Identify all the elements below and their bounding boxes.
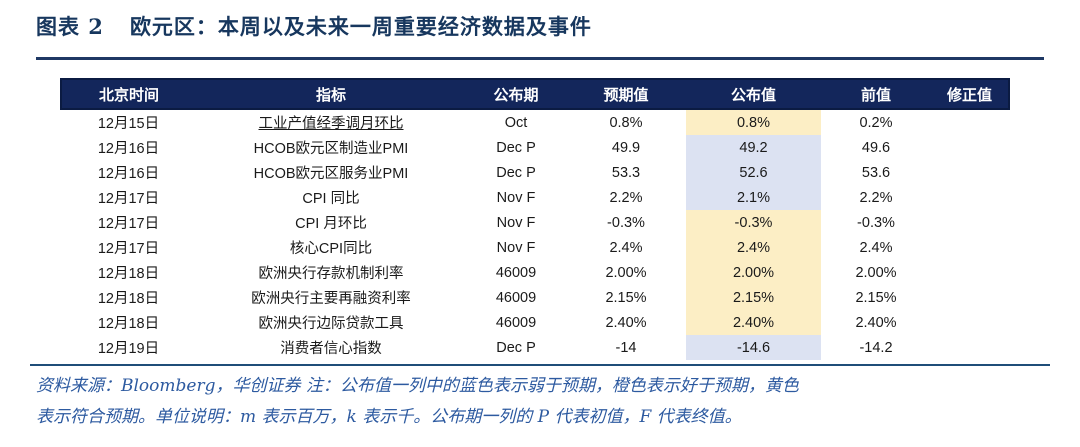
cell-revised (931, 210, 1009, 235)
table-row: 12月16日 HCOB欧元区服务业PMI Dec P 53.3 52.6 53.… (61, 160, 1009, 185)
economic-data-table: 北京时间 指标 公布期 预期值 公布值 前值 修正值 12月15日 工业产值经季… (60, 78, 1010, 360)
col-header-release-period: 公布期 (466, 78, 566, 110)
cell-revised (931, 235, 1009, 260)
title-divider (36, 57, 1044, 60)
cell-date: 12月19日 (97, 341, 160, 357)
cell-date: 12月17日 (97, 241, 160, 257)
cell-date: 12月16日 (97, 141, 160, 157)
cell-expected: 49.9 (611, 139, 641, 156)
cell-expected: 0.8% (609, 114, 643, 131)
cell-previous: 53.6 (861, 164, 891, 181)
figure-title-text: 欧元区：本周以及未来一周重要经济数据及事件 (129, 14, 592, 39)
col-header-expected: 预期值 (566, 78, 686, 110)
table-header-row: 北京时间 指标 公布期 预期值 公布值 前值 修正值 (60, 78, 1010, 110)
cell-actual: 2.40% (686, 310, 821, 335)
cell-period: 46009 (495, 314, 537, 331)
cell-indicator: 消费者信心指数 (280, 341, 382, 357)
cell-revised (931, 335, 1009, 360)
cell-previous: 2.15% (855, 289, 897, 306)
cell-expected: 2.2% (609, 189, 643, 206)
cell-period: Dec P (496, 339, 536, 356)
cell-indicator: HCOB欧元区制造业PMI (253, 141, 409, 157)
cell-date: 12月16日 (97, 166, 160, 182)
cell-actual: -14.6 (686, 335, 821, 360)
cell-actual: 0.8% (686, 109, 821, 135)
cell-period: Nov F (496, 189, 536, 206)
cell-date: 12月18日 (97, 266, 160, 282)
cell-revised (931, 185, 1009, 210)
table-row: 12月17日 CPI 月环比 Nov F -0.3% -0.3% -0.3% (61, 210, 1009, 235)
footnote-line-2: 表示符合预期。单位说明：m 表示百万，k 表示千。公布期一列的 P 代表初值，F… (36, 406, 742, 427)
table-row: 12月15日 工业产值经季调月环比 Oct 0.8% 0.8% 0.2% (61, 109, 1009, 135)
cell-date: 12月18日 (97, 291, 160, 307)
cell-indicator: 核心CPI同比 (289, 241, 373, 257)
cell-revised (931, 160, 1009, 185)
cell-date: 12月18日 (97, 316, 160, 332)
table-row: 12月18日 欧洲央行边际贷款工具 46009 2.40% 2.40% 2.40… (61, 310, 1009, 335)
cell-period: Oct (504, 114, 528, 131)
cell-revised (931, 310, 1009, 335)
cell-revised (931, 285, 1009, 310)
economic-data-table-wrap: 北京时间 指标 公布期 预期值 公布值 前值 修正值 12月15日 工业产值经季… (60, 78, 1010, 360)
cell-indicator: 欧洲央行边际贷款工具 (258, 316, 404, 332)
cell-revised (931, 260, 1009, 285)
col-header-beijing-time: 北京时间 (60, 78, 196, 110)
table-row: 12月16日 HCOB欧元区制造业PMI Dec P 49.9 49.2 49.… (61, 135, 1009, 160)
cell-previous: 2.4% (859, 239, 893, 256)
cell-actual: 2.1% (686, 185, 821, 210)
cell-period: Nov F (496, 239, 536, 256)
cell-previous: 2.40% (855, 314, 897, 331)
cell-expected: 2.40% (605, 314, 647, 331)
cell-indicator: 欧洲央行主要再融资利率 (251, 291, 411, 307)
cell-expected: 2.4% (609, 239, 643, 256)
cell-previous: 0.2% (859, 114, 893, 131)
table-row: 12月18日 欧洲央行主要再融资利率 46009 2.15% 2.15% 2.1… (61, 285, 1009, 310)
cell-indicator: 工业产值经季调月环比 (258, 116, 404, 132)
table-row: 12月19日 消费者信心指数 Dec P -14 -14.6 -14.2 (61, 335, 1009, 360)
cell-indicator: CPI 同比 (302, 191, 360, 207)
cell-period: 46009 (495, 264, 537, 281)
cell-actual: 2.00% (686, 260, 821, 285)
figure-label: 图表 2 (36, 14, 104, 39)
cell-date: 12月15日 (97, 116, 160, 132)
source-footnote: 资料来源：Bloomberg，华创证券 注：公布值一列中的蓝色表示弱于预期，橙色… (36, 371, 1046, 432)
cell-actual: 52.6 (686, 160, 821, 185)
cell-revised (931, 109, 1009, 135)
cell-indicator: HCOB欧元区服务业PMI (253, 166, 409, 182)
cell-date: 12月17日 (97, 191, 160, 207)
table-row: 12月17日 CPI 同比 Nov F 2.2% 2.1% 2.2% (61, 185, 1009, 210)
col-header-previous: 前值 (821, 78, 931, 110)
cell-previous: 2.2% (859, 189, 893, 206)
table-row: 12月17日 核心CPI同比 Nov F 2.4% 2.4% 2.4% (61, 235, 1009, 260)
cell-expected: 2.15% (605, 289, 647, 306)
cell-actual: 49.2 (686, 135, 821, 160)
cell-indicator: 欧洲央行存款机制利率 (258, 266, 404, 282)
cell-date: 12月17日 (97, 216, 160, 232)
col-header-revised: 修正值 (931, 78, 1010, 110)
table-row: 12月18日 欧洲央行存款机制利率 46009 2.00% 2.00% 2.00… (61, 260, 1009, 285)
cell-indicator: CPI 月环比 (295, 216, 367, 232)
footnote-line-1: 资料来源：Bloomberg，华创证券 注：公布值一列中的蓝色表示弱于预期，橙色… (36, 376, 799, 396)
cell-expected: 2.00% (605, 264, 647, 281)
cell-expected: 53.3 (611, 164, 641, 181)
figure-title: 图表 2 欧元区：本周以及未来一周重要经济数据及事件 (36, 11, 592, 41)
cell-expected: -14 (615, 339, 637, 356)
cell-period: 46009 (495, 289, 537, 306)
cell-period: Dec P (496, 139, 536, 156)
cell-actual: 2.4% (686, 235, 821, 260)
cell-actual: 2.15% (686, 285, 821, 310)
cell-expected: -0.3% (607, 214, 645, 231)
footnote-divider (30, 364, 1050, 366)
col-header-indicator: 指标 (196, 78, 466, 110)
cell-previous: -0.3% (857, 214, 895, 231)
cell-previous: -14.2 (859, 339, 893, 356)
cell-revised (931, 135, 1009, 160)
col-header-actual: 公布值 (686, 78, 821, 110)
cell-actual: -0.3% (686, 210, 821, 235)
cell-period: Dec P (496, 164, 536, 181)
cell-previous: 2.00% (855, 264, 897, 281)
cell-period: Nov F (496, 214, 536, 231)
cell-previous: 49.6 (861, 139, 891, 156)
